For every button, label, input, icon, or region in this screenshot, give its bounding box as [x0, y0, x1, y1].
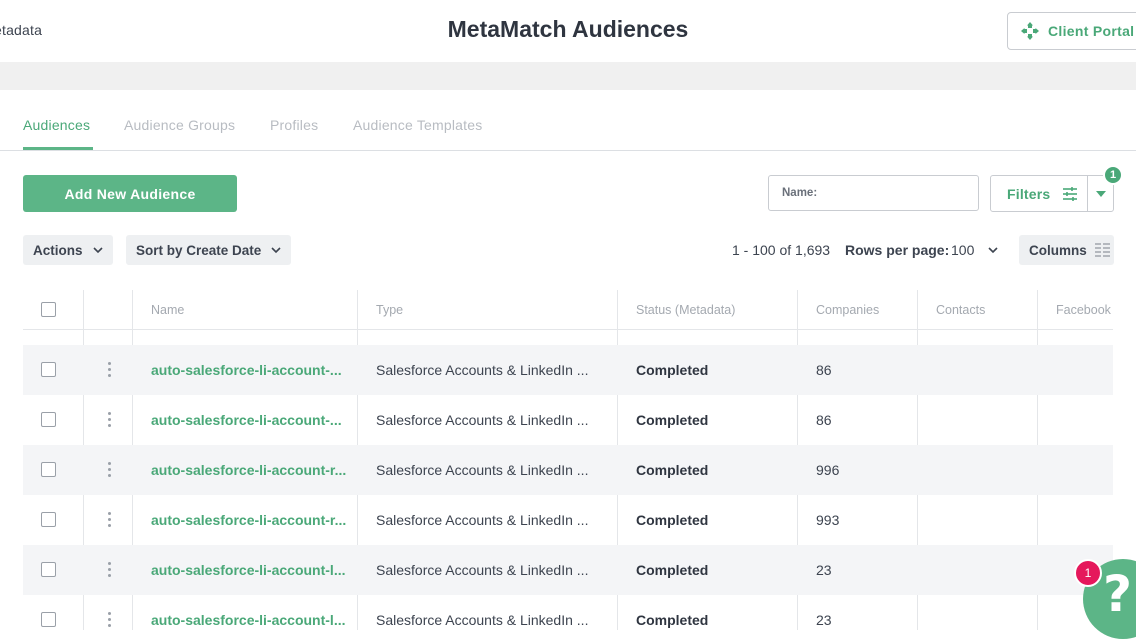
audiences-table: Name Type Status (Metadata) Companies Co… — [23, 290, 1113, 639]
table-row[interactable]: auto-salesforce-li-account-r... Salesfor… — [23, 445, 1113, 495]
active-tab-indicator — [23, 147, 93, 150]
tab-bar: Audiences Audience Groups Profiles Audie… — [0, 90, 1136, 151]
column-divider — [917, 290, 918, 330]
tab-audience-groups[interactable]: Audience Groups — [124, 117, 236, 133]
header-status[interactable]: Status (Metadata) — [636, 303, 736, 317]
audience-name-link[interactable]: auto-salesforce-li-account-... — [151, 412, 342, 428]
audience-companies: 86 — [816, 362, 832, 378]
table-row[interactable]: auto-salesforce-li-account-... Salesforc… — [23, 345, 1113, 395]
filters-label: Filters — [1007, 185, 1051, 202]
row-checkbox[interactable] — [41, 462, 56, 477]
tab-audiences[interactable]: Audiences — [23, 117, 91, 133]
audience-companies: 23 — [816, 562, 832, 578]
rows-per-page-value: 100 — [951, 242, 975, 258]
filters-dropdown-toggle[interactable] — [1088, 176, 1113, 211]
audience-type: Salesforce Accounts & LinkedIn ... — [376, 362, 589, 378]
row-checkbox[interactable] — [41, 562, 56, 577]
table-row[interactable]: auto-salesforce-li-account-r... Salesfor… — [23, 495, 1113, 545]
row-checkbox[interactable] — [41, 512, 56, 527]
audience-status: Completed — [636, 362, 709, 378]
columns-button[interactable]: Columns — [1019, 235, 1114, 265]
audience-type: Salesforce Accounts & LinkedIn ... — [376, 612, 589, 628]
select-all-checkbox[interactable] — [41, 302, 56, 317]
filters-button-group: Filters — [990, 175, 1114, 212]
audience-companies: 23 — [816, 612, 832, 628]
tab-profiles[interactable]: Profiles — [270, 117, 319, 133]
audience-companies: 86 — [816, 412, 832, 428]
actions-label: Actions — [33, 242, 83, 258]
move-arrows-icon — [1021, 22, 1039, 40]
audience-type: Salesforce Accounts & LinkedIn ... — [376, 462, 589, 478]
audience-type: Salesforce Accounts & LinkedIn ... — [376, 412, 589, 428]
column-divider — [83, 290, 84, 330]
sort-label: Sort by Create Date — [136, 242, 262, 258]
row-menu-icon[interactable] — [107, 512, 111, 528]
audience-name-link[interactable]: auto-salesforce-li-account-l... — [151, 562, 346, 578]
table-row[interactable]: auto-salesforce-li-account-... Salesforc… — [23, 395, 1113, 445]
column-divider — [617, 290, 618, 330]
column-divider — [357, 290, 358, 330]
audience-name-link[interactable]: auto-salesforce-li-account-r... — [151, 512, 347, 528]
row-menu-icon[interactable] — [107, 412, 111, 428]
chevron-down-icon — [271, 246, 281, 253]
table-header: Name Type Status (Metadata) Companies Co… — [23, 290, 1113, 330]
header-divider-band — [0, 62, 1136, 90]
help-notification-badge: 1 — [1074, 559, 1102, 587]
column-divider — [797, 290, 798, 330]
audience-status: Completed — [636, 612, 709, 628]
audience-status: Completed — [636, 462, 709, 478]
caret-down-icon — [1095, 190, 1106, 197]
table-row[interactable]: auto-salesforce-li-account-l... Salesfor… — [23, 545, 1113, 595]
audience-name-link[interactable]: auto-salesforce-li-account-... — [151, 362, 342, 378]
row-menu-icon[interactable] — [107, 362, 111, 378]
audience-type: Salesforce Accounts & LinkedIn ... — [376, 512, 589, 528]
pagination-range: 1 - 100 of 1,693 — [732, 242, 831, 258]
audience-name-link[interactable]: auto-salesforce-li-account-l... — [151, 612, 346, 628]
audience-name-link[interactable]: auto-salesforce-li-account-r... — [151, 462, 347, 478]
row-menu-icon[interactable] — [107, 562, 111, 578]
audience-companies: 993 — [816, 512, 840, 528]
columns-icon — [1094, 243, 1110, 257]
filters-button[interactable]: Filters — [991, 176, 1088, 211]
columns-label: Columns — [1029, 242, 1087, 258]
header-facebook[interactable]: Facebook — [1056, 303, 1111, 317]
header-name[interactable]: Name — [151, 303, 185, 317]
chevron-down-icon — [988, 246, 998, 253]
column-divider — [1037, 290, 1038, 330]
brand-name: etadata — [0, 22, 43, 38]
sliders-icon — [1063, 186, 1078, 201]
sort-dropdown[interactable]: Sort by Create Date — [126, 235, 292, 265]
name-filter-input[interactable] — [825, 182, 970, 204]
name-filter-field[interactable]: Name: — [768, 175, 979, 211]
filters-count-badge: 1 — [1103, 165, 1123, 185]
actions-dropdown[interactable]: Actions — [23, 235, 113, 265]
row-checkbox[interactable] — [41, 412, 56, 427]
audience-type: Salesforce Accounts & LinkedIn ... — [376, 562, 589, 578]
question-mark-icon: ? — [1103, 565, 1133, 623]
rows-per-page-label: Rows per page: — [845, 242, 950, 258]
header-type[interactable]: Type — [376, 303, 404, 317]
tab-audience-templates[interactable]: Audience Templates — [353, 117, 483, 133]
audience-companies: 996 — [816, 462, 840, 478]
page-title: MetaMatch Audiences — [447, 16, 689, 42]
audience-status: Completed — [636, 512, 709, 528]
column-divider — [132, 290, 133, 330]
table-row[interactable]: auto-salesforce-li-account-l... Salesfor… — [23, 595, 1113, 639]
top-bar: etadata MetaMatch Audiences Client Porta… — [0, 0, 1136, 62]
row-checkbox[interactable] — [41, 362, 56, 377]
audience-status: Completed — [636, 562, 709, 578]
header-contacts[interactable]: Contacts — [936, 303, 986, 317]
rows-per-page-select[interactable]: 100 — [951, 242, 998, 258]
table-body: auto-salesforce-li-account-... Salesforc… — [23, 330, 1113, 639]
name-filter-label: Name: — [782, 187, 818, 199]
row-menu-icon[interactable] — [107, 462, 111, 478]
client-portal-label: Client Portal — [1048, 23, 1135, 39]
audience-status: Completed — [636, 412, 709, 428]
row-checkbox[interactable] — [41, 612, 56, 627]
client-portal-button[interactable]: Client Portal — [1007, 12, 1136, 50]
add-new-audience-button[interactable]: Add New Audience — [23, 175, 237, 212]
chevron-down-icon — [92, 246, 103, 253]
header-companies[interactable]: Companies — [816, 303, 880, 317]
row-menu-icon[interactable] — [107, 612, 111, 628]
